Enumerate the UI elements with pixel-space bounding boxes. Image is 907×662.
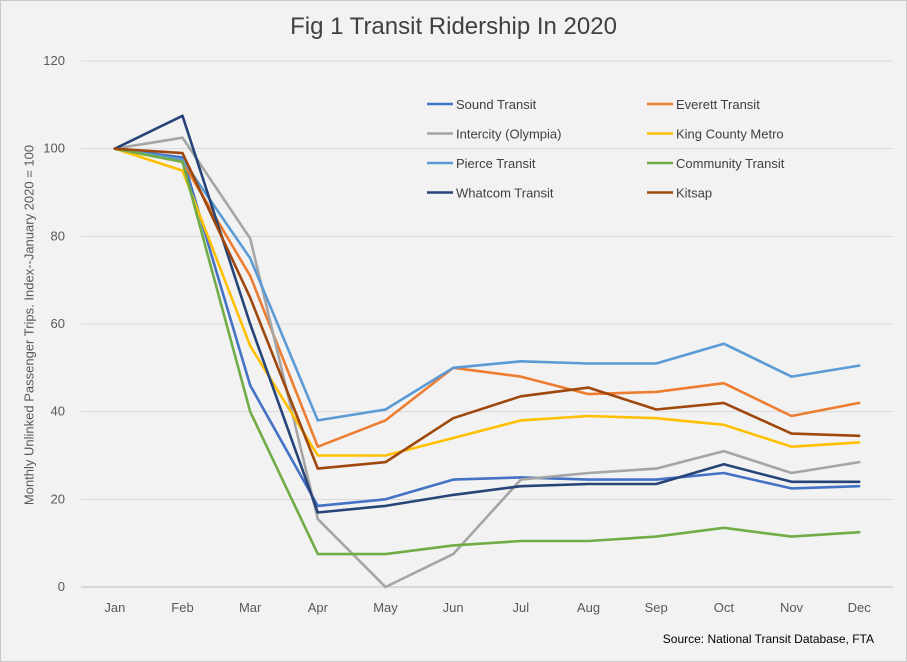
x-tick-label: Jul xyxy=(513,600,530,615)
legend-label: Everett Transit xyxy=(676,97,760,112)
x-tick-label: Mar xyxy=(239,600,262,615)
legend-label: Kitsap xyxy=(676,186,712,201)
x-tick-label: Nov xyxy=(780,600,804,615)
x-tick-label: Sep xyxy=(645,600,668,615)
gridlines xyxy=(81,60,893,588)
y-tick-label: 20 xyxy=(51,491,65,506)
x-tick-label: Dec xyxy=(848,600,872,615)
x-tick-label: Feb xyxy=(171,600,193,615)
series-line xyxy=(113,147,861,457)
x-tick-label: Jun xyxy=(443,600,464,615)
series-line xyxy=(113,114,861,514)
series-line xyxy=(113,147,861,449)
y-tick-label: 80 xyxy=(51,228,65,243)
x-tick-label: Apr xyxy=(308,600,329,615)
legend-label: Community Transit xyxy=(676,156,785,171)
axis-labels: 0 20 40 60 80 100 120 Jan Feb Mar Apr May Jun Jul Aug S… xyxy=(43,53,871,615)
x-tick-label: Aug xyxy=(577,600,600,615)
x-tick-label: Jan xyxy=(104,600,125,615)
x-tick-label: May xyxy=(373,600,398,615)
source-note: Source: National Transit Database, FTA xyxy=(662,632,874,646)
legend-label: King County Metro xyxy=(676,127,784,142)
y-tick-label: 0 xyxy=(58,579,65,594)
y-tick-label: 120 xyxy=(43,53,65,68)
legend-label: Whatcom Transit xyxy=(456,186,554,201)
series-line xyxy=(113,147,861,470)
y-tick-label: 100 xyxy=(43,141,65,156)
series-line xyxy=(113,147,861,508)
x-tick-label: Oct xyxy=(714,600,735,615)
series-line xyxy=(113,147,861,422)
y-tick-label: 40 xyxy=(51,404,65,419)
series-line xyxy=(113,136,861,589)
legend-label: Pierce Transit xyxy=(456,156,536,171)
legend-label: Intercity (Olympia) xyxy=(456,127,561,142)
series-lines xyxy=(113,114,861,589)
y-tick-label: 60 xyxy=(51,316,65,331)
series-line xyxy=(113,147,861,556)
chart-title: Fig 1 Transit Ridership In 2020 xyxy=(290,13,617,40)
legend-label: Sound Transit xyxy=(456,97,537,112)
legend: Sound Transit Everett Transit Intercity (O… xyxy=(427,97,785,201)
